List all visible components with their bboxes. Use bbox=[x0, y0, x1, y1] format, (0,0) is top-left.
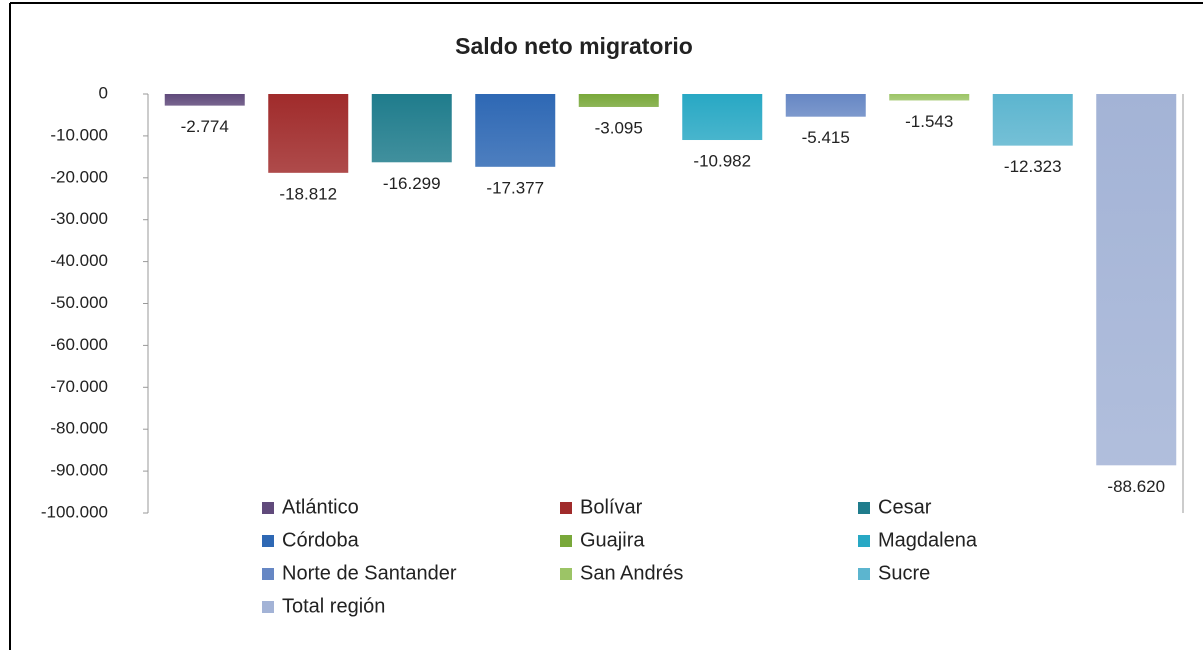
legend-swatch bbox=[262, 502, 274, 514]
y-tick-label: -40.000 bbox=[50, 251, 108, 270]
legend-swatch bbox=[560, 535, 572, 547]
legend-label: Magdalena bbox=[878, 529, 978, 551]
y-tick-label: -90.000 bbox=[50, 461, 108, 480]
data-label: -18.812 bbox=[279, 184, 337, 203]
legend-swatch bbox=[858, 568, 870, 580]
bar bbox=[578, 94, 659, 107]
legend-swatch bbox=[858, 502, 870, 514]
y-tick-label: -60.000 bbox=[50, 335, 108, 354]
bar bbox=[1096, 94, 1177, 466]
data-label: -16.299 bbox=[383, 174, 441, 193]
data-label: -3.095 bbox=[595, 118, 643, 137]
legend-swatch bbox=[560, 502, 572, 514]
y-tick-label: -10.000 bbox=[50, 125, 108, 144]
legend-label: Atlántico bbox=[282, 496, 359, 518]
y-tick-label: -80.000 bbox=[50, 419, 108, 438]
legend-label: San Andrés bbox=[580, 562, 683, 584]
y-tick-label: -30.000 bbox=[50, 209, 108, 228]
y-tick-label: -20.000 bbox=[50, 167, 108, 186]
bar bbox=[992, 94, 1073, 146]
legend-label: Total región bbox=[282, 595, 385, 617]
legend-label: Guajira bbox=[580, 529, 645, 551]
legend-label: Norte de Santander bbox=[282, 562, 457, 584]
data-label: -17.377 bbox=[486, 178, 544, 197]
chart-title: Saldo neto migratorio bbox=[455, 33, 693, 59]
y-tick-label: -50.000 bbox=[50, 293, 108, 312]
data-label: -12.323 bbox=[1004, 157, 1062, 176]
data-label: -88.620 bbox=[1107, 477, 1165, 496]
data-label: -2.774 bbox=[181, 117, 229, 136]
legend-label: Córdoba bbox=[282, 529, 360, 551]
legend-swatch bbox=[262, 568, 274, 580]
bar bbox=[682, 94, 763, 141]
data-label: -1.543 bbox=[905, 112, 953, 131]
legend-swatch bbox=[262, 535, 274, 547]
bar bbox=[268, 94, 349, 173]
bar bbox=[371, 94, 452, 163]
bar bbox=[889, 94, 970, 101]
y-tick-label: -100.000 bbox=[41, 502, 108, 521]
legend-label: Cesar bbox=[878, 496, 932, 518]
legend-swatch bbox=[262, 601, 274, 613]
legend-label: Sucre bbox=[878, 562, 930, 584]
bar bbox=[475, 94, 556, 167]
legend-label: Bolívar bbox=[580, 496, 643, 518]
bar bbox=[164, 94, 245, 106]
legend-swatch bbox=[858, 535, 870, 547]
data-label: -10.982 bbox=[693, 151, 751, 170]
y-tick-label: -70.000 bbox=[50, 377, 108, 396]
y-tick-label: 0 bbox=[99, 83, 108, 102]
bar bbox=[785, 94, 866, 117]
data-label: -5.415 bbox=[802, 128, 850, 147]
legend-swatch bbox=[560, 568, 572, 580]
